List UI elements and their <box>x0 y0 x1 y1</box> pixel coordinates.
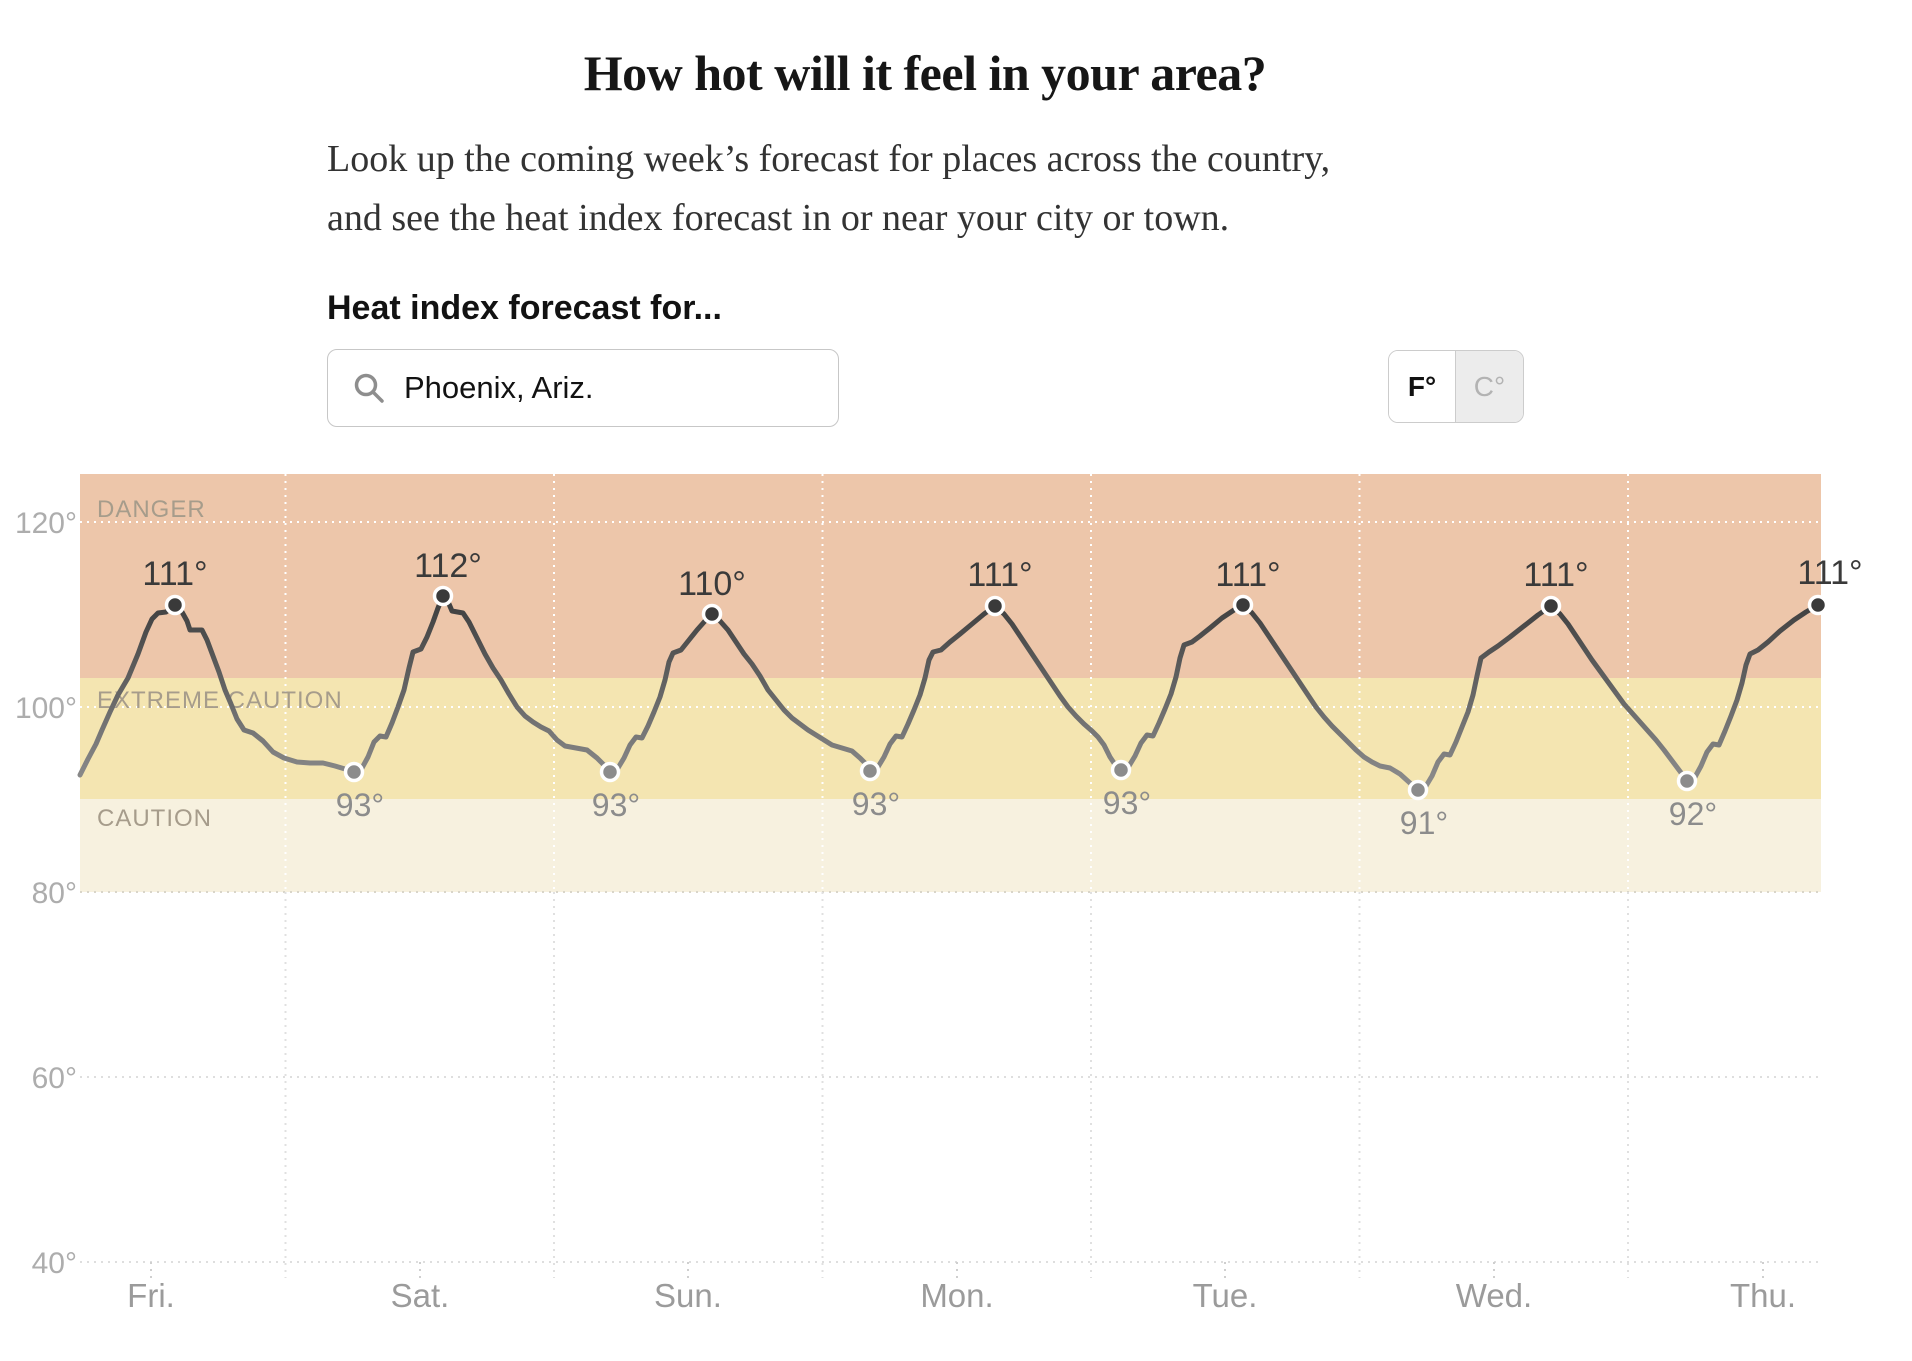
x-axis-label: Fri. <box>127 1277 175 1314</box>
data-point-value: 92° <box>1669 796 1717 832</box>
data-point-value: 111° <box>1215 556 1280 594</box>
data-point-value: 93° <box>592 787 640 823</box>
data-point-low <box>859 760 881 782</box>
x-axis-label: Tue. <box>1193 1277 1258 1314</box>
fahrenheit-button[interactable]: F° <box>1389 351 1456 422</box>
search-icon <box>354 373 384 403</box>
data-point-value: 93° <box>336 787 384 823</box>
location-search-input[interactable] <box>402 357 828 419</box>
unit-toggle: F° C° <box>1388 350 1524 423</box>
data-point-low <box>1110 759 1132 781</box>
x-axis-label: Sat. <box>391 1277 450 1314</box>
y-axis-label: 80° <box>32 877 77 910</box>
band-label: DANGER <box>97 496 206 523</box>
data-point-low <box>1676 770 1698 792</box>
data-point-peak <box>701 603 723 625</box>
data-point-peak <box>1540 595 1562 617</box>
data-point-low <box>599 761 621 783</box>
band-label: EXTREME CAUTION <box>97 687 343 714</box>
data-point-value: 112° <box>414 547 482 585</box>
data-point-value: 91° <box>1400 805 1448 841</box>
y-axis-label: 40° <box>32 1247 77 1280</box>
search-section-label: Heat index forecast for... <box>327 289 722 327</box>
page-subtitle: Look up the coming week’s forecast for p… <box>327 130 1587 248</box>
band-caution <box>80 799 1821 892</box>
data-point-value: 111° <box>1797 554 1862 592</box>
data-point-peak <box>984 595 1006 617</box>
data-point-peak <box>432 585 454 607</box>
band-extreme-caution <box>80 678 1821 799</box>
data-point-value: 111° <box>1523 556 1588 594</box>
data-point-low <box>343 761 365 783</box>
data-point-peak <box>1807 594 1829 616</box>
y-axis-label: 120° <box>15 507 77 540</box>
data-point-peak <box>1232 594 1254 616</box>
location-search-box[interactable] <box>327 349 839 427</box>
celsius-button[interactable]: C° <box>1456 351 1523 422</box>
data-point-value: 111° <box>142 555 207 593</box>
subtitle-line-2: and see the heat index forecast in or ne… <box>327 197 1230 239</box>
data-point-value: 111° <box>967 556 1032 594</box>
x-axis-label: Thu. <box>1730 1277 1796 1314</box>
y-axis-label: 100° <box>15 692 77 725</box>
data-point-peak <box>164 594 186 616</box>
data-point-value: 110° <box>678 565 746 603</box>
subtitle-line-1: Look up the coming week’s forecast for p… <box>327 138 1331 180</box>
data-point-value: 93° <box>1103 785 1151 821</box>
x-axis-label: Wed. <box>1456 1277 1532 1314</box>
x-axis-label: Mon. <box>920 1277 993 1314</box>
page-title: How hot will it feel in your area? <box>583 44 1267 101</box>
heat-index-line <box>77 593 1821 793</box>
data-point-low <box>1407 779 1429 801</box>
band-label: CAUTION <box>97 805 212 832</box>
x-axis-label: Sun. <box>654 1277 722 1314</box>
y-axis-label: 60° <box>32 1062 77 1095</box>
data-point-value: 93° <box>852 786 900 822</box>
